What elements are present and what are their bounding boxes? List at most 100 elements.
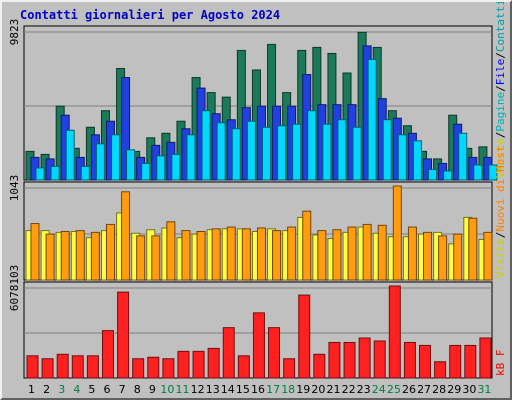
day-label-8: 8 <box>134 383 141 396</box>
bar-pagine-4 <box>80 165 90 181</box>
bar-pagine-29 <box>458 132 468 181</box>
bar-nuovi-di-host-16 <box>256 227 266 281</box>
bar-kb-f-8 <box>132 358 145 379</box>
bar-pagine-13 <box>216 122 226 181</box>
legend-2: Visite/Nuovi di Host <box>494 146 507 278</box>
bar-pagine-3 <box>65 129 75 181</box>
bar-pagine-11 <box>186 134 196 181</box>
bar-pagine-14 <box>231 128 241 181</box>
bar-nuovi-di-host-4 <box>75 230 85 281</box>
legend-entry: Nuovi di Host <box>494 146 507 232</box>
bar-pagine-5 <box>95 143 105 181</box>
day-label-6: 6 <box>104 383 111 396</box>
bar-pagine-23 <box>367 58 377 181</box>
bar-pagine-12 <box>201 110 211 181</box>
bar-kb-f-12 <box>192 350 205 379</box>
bar-nuovi-di-host-9 <box>151 235 161 281</box>
bar-kb-f-20 <box>313 353 326 379</box>
legend-entry: / <box>494 52 507 59</box>
day-label-30: 30 <box>462 383 476 396</box>
day-label-22: 22 <box>342 383 356 396</box>
bar-nuovi-di-host-1 <box>30 223 40 281</box>
day-label-4: 4 <box>73 383 80 396</box>
bar-kb-f-9 <box>147 356 160 379</box>
bar-nuovi-di-host-5 <box>90 231 100 281</box>
bar-pagine-18 <box>292 123 302 181</box>
bar-kb-f-28 <box>434 361 447 379</box>
day-label-28: 28 <box>432 383 446 396</box>
bar-nuovi-di-host-2 <box>45 233 55 281</box>
bar-nuovi-di-host-22 <box>347 226 357 281</box>
legend-entry: / <box>494 132 507 139</box>
bar-nuovi-di-host-10 <box>166 221 176 281</box>
bar-nuovi-di-host-6 <box>105 223 115 281</box>
day-label-24: 24 <box>372 383 386 396</box>
bar-nuovi-di-host-21 <box>332 229 342 281</box>
bar-nuovi-di-host-23 <box>362 223 372 281</box>
day-label-20: 20 <box>311 383 325 396</box>
bar-kb-f-27 <box>419 344 432 379</box>
bar-nuovi-di-host-25 <box>392 185 402 281</box>
bar-kb-f-21 <box>328 341 341 379</box>
bar-nuovi-di-host-28 <box>438 235 448 281</box>
bar-nuovi-di-host-27 <box>423 231 433 281</box>
day-label-17: 17 <box>266 383 280 396</box>
day-label-29: 29 <box>447 383 461 396</box>
bar-pagine-19 <box>307 110 317 181</box>
bar-kb-f-29 <box>449 344 462 379</box>
bar-nuovi-di-host-17 <box>272 230 282 281</box>
bar-nuovi-di-host-12 <box>196 230 206 281</box>
bar-pagine-9 <box>156 155 166 181</box>
y-max-label: 6078103 <box>8 265 21 311</box>
bar-pagine-30 <box>473 164 483 181</box>
bar-kb-f-24 <box>373 340 386 379</box>
bar-kb-f-30 <box>464 344 477 379</box>
bar-kb-f-17 <box>268 327 281 379</box>
day-label-15: 15 <box>236 383 250 396</box>
day-label-3: 3 <box>58 383 65 396</box>
bar-kb-f-6 <box>101 330 114 379</box>
day-label-18: 18 <box>281 383 295 396</box>
bar-kb-f-2 <box>41 358 54 379</box>
bar-nuovi-di-host-14 <box>226 226 236 281</box>
bar-kb-f-14 <box>222 327 235 379</box>
bar-nuovi-di-host-15 <box>241 228 251 281</box>
legend-entry: Contatti <box>494 2 507 52</box>
day-label-9: 9 <box>149 383 156 396</box>
day-label-12: 12 <box>191 383 205 396</box>
bar-pagine-27 <box>428 168 438 181</box>
day-label-1: 1 <box>28 383 35 396</box>
day-label-25: 25 <box>387 383 401 396</box>
day-label-11: 11 <box>176 383 190 396</box>
day-label-2: 2 <box>43 383 50 396</box>
bar-nuovi-di-host-8 <box>136 235 146 281</box>
bar-nuovi-di-host-3 <box>60 230 70 281</box>
bar-pagine-7 <box>126 149 136 181</box>
y-max-label: 9823 <box>8 19 21 46</box>
legend-entry: / <box>494 85 507 92</box>
bar-kb-f-15 <box>237 355 250 379</box>
day-label-10: 10 <box>160 383 174 396</box>
bar-kb-f-1 <box>26 355 39 379</box>
day-label-14: 14 <box>221 383 235 396</box>
bar-nuovi-di-host-19 <box>302 210 312 281</box>
bar-kb-f-3 <box>56 353 69 379</box>
bar-kb-f-31 <box>479 337 492 379</box>
legend-entry: Visite <box>494 138 507 178</box>
bar-nuovi-di-host-11 <box>181 230 191 281</box>
bar-kb-f-16 <box>252 312 265 379</box>
bar-file-7 <box>121 77 131 181</box>
day-label-13: 13 <box>206 383 220 396</box>
day-label-5: 5 <box>88 383 95 396</box>
bar-kb-f-18 <box>283 358 296 379</box>
bar-nuovi-di-host-18 <box>287 226 297 281</box>
bar-pagine-16 <box>261 126 271 181</box>
bar-kb-f-5 <box>86 355 99 379</box>
bar-kb-f-10 <box>162 358 175 379</box>
bar-pagine-1 <box>35 167 45 181</box>
bar-nuovi-di-host-30 <box>468 217 478 281</box>
bar-pagine-25 <box>397 134 407 181</box>
bar-pagine-15 <box>246 120 256 181</box>
day-label-7: 7 <box>119 383 126 396</box>
